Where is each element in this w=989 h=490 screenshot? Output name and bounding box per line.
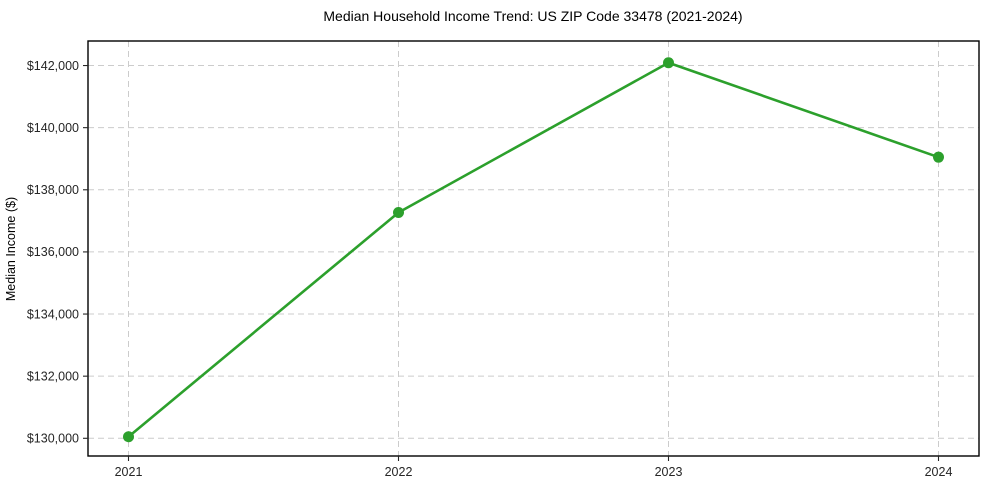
data-point-marker — [123, 431, 134, 443]
trend-line — [127, 61, 940, 439]
axis-layer — [83, 64, 940, 461]
x-tick-label: 2023 — [655, 465, 683, 479]
grid-layer — [88, 41, 979, 456]
y-axis-label: Median Income ($) — [4, 197, 18, 301]
y-tick-label: $130,000 — [27, 432, 79, 446]
x-tick-label: 2021 — [115, 465, 143, 479]
y-tick-label: $136,000 — [27, 245, 79, 259]
x-tick-label: 2024 — [925, 465, 953, 479]
chart-title: Median Household Income Trend: US ZIP Co… — [323, 8, 742, 24]
y-tick-label: $132,000 — [27, 369, 79, 383]
data-point-marker — [933, 151, 944, 163]
data-point-marker — [663, 57, 674, 69]
label-layer: $130,000 $132,000 $134,000 $136,000 $138,000… — [27, 59, 953, 479]
y-tick-label: $140,000 — [27, 121, 79, 135]
data-point-marker — [393, 206, 404, 218]
y-tick-label: $142,000 — [27, 59, 79, 73]
series-layer — [123, 57, 944, 443]
y-tick-label: $138,000 — [27, 183, 79, 197]
x-tick-label: 2022 — [385, 465, 413, 479]
y-tick-label: $134,000 — [27, 307, 79, 321]
plot-border — [87, 40, 980, 457]
